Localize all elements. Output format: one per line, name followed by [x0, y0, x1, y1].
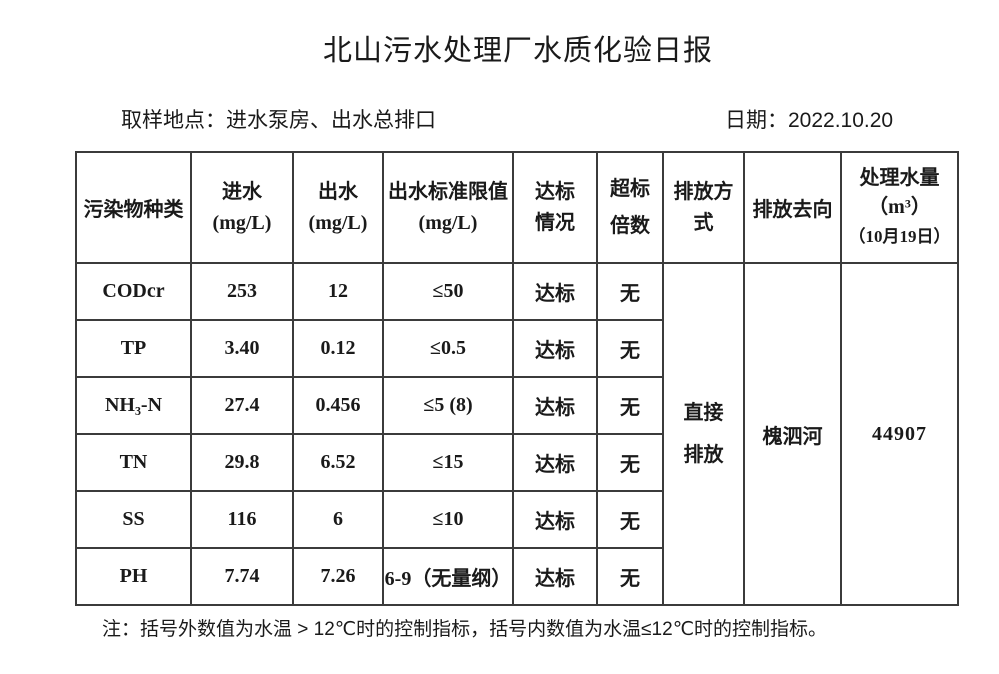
cell-exceed: 无 [596, 319, 664, 378]
col-header-inflow: 进水 (mg/L) [190, 151, 294, 264]
cell-discharge-method: 直接 排放 [662, 262, 745, 606]
cell-exceed: 无 [596, 262, 664, 321]
water-quality-table: 污染物种类 进水 (mg/L) 出水 (mg/L) 出水标准限值 (mg/L) … [75, 151, 959, 606]
cell-limit: 6-9（无量纲） [382, 547, 514, 606]
table-row: TP 3.40 0.12 ≤0.5 达标 无 [75, 319, 958, 378]
cell-compliance: 达标 [512, 319, 598, 378]
cell-exceed: 无 [596, 376, 664, 435]
col-header-discharge-method: 排放方 式 [662, 151, 745, 264]
cell-discharge-destination: 槐泗河 [743, 262, 842, 606]
cell-pollutant: CODcr [75, 262, 192, 321]
cell-compliance: 达标 [512, 433, 598, 492]
cell-pollutant: SS [75, 490, 192, 549]
report-title: 北山污水处理厂水质化验日报 [322, 35, 713, 67]
cell-pollutant: TN [75, 433, 192, 492]
cell-exceed: 无 [596, 490, 664, 549]
table-row: NH₃-N 27.4 0.456 ≤5 (8) 达标 无 [75, 376, 958, 435]
report-date-label: 日期：2022.10.20 [725, 109, 894, 132]
header-row: 污染物种类 进水 (mg/L) 出水 (mg/L) 出水标准限值 (mg/L) … [75, 151, 959, 264]
cell-inflow: 29.8 [190, 433, 294, 492]
cell-compliance: 达标 [512, 547, 598, 606]
cell-inflow: 27.4 [190, 376, 294, 435]
col-header-compliance: 达标 情况 [512, 151, 598, 264]
cell-limit: ≤10 [382, 490, 514, 549]
col-header-pollutant: 污染物种类 [75, 151, 192, 264]
cell-pollutant: TP [75, 319, 192, 378]
cell-exceed: 无 [596, 433, 664, 492]
cell-outflow: 7.26 [292, 547, 384, 606]
cell-compliance: 达标 [512, 490, 598, 549]
cell-inflow: 253 [190, 262, 294, 321]
footnote: 注：括号外数值为水温 > 12℃时的控制指标，括号内数值为水温≤12℃时的控制指… [102, 619, 828, 640]
col-header-discharge-destination: 排放去向 [743, 151, 842, 264]
cell-outflow: 12 [292, 262, 384, 321]
cell-limit: ≤50 [382, 262, 514, 321]
cell-pollutant: PH [75, 547, 192, 606]
meta-row: 取样地点：进水泵房、出水总排口 日期：2022.10.20 [75, 104, 957, 134]
cell-outflow: 0.456 [292, 376, 384, 435]
col-header-volume: 处理水量 （m³） （10月19日） [840, 151, 959, 264]
cell-outflow: 0.12 [292, 319, 384, 378]
col-header-limit: 出水标准限值 (mg/L) [382, 151, 514, 264]
table-row: SS 116 6 ≤10 达标 无 [75, 490, 958, 549]
cell-inflow: 116 [190, 490, 294, 549]
cell-compliance: 达标 [512, 376, 598, 435]
cell-limit: ≤0.5 [382, 319, 514, 378]
table-row: TN 29.8 6.52 ≤15 达标 无 [75, 433, 958, 492]
table-row: CODcr 253 12 ≤50 达标 无 直接 排放 槐泗河 44907 [75, 262, 959, 606]
col-header-exceed: 超标 倍数 [596, 151, 664, 264]
cell-pollutant: NH₃-N [75, 376, 192, 435]
sample-location-label: 取样地点：进水泵房、出水总排口 [121, 109, 436, 132]
cell-inflow: 7.74 [190, 547, 294, 606]
col-header-outflow: 出水 (mg/L) [292, 151, 384, 264]
cell-inflow: 3.40 [190, 319, 294, 378]
cell-outflow: 6.52 [292, 433, 384, 492]
cell-outflow: 6 [292, 490, 384, 549]
cell-limit: ≤5 (8) [382, 376, 514, 435]
cell-volume: 44907 [840, 262, 959, 606]
cell-exceed: 无 [596, 547, 664, 606]
cell-limit: ≤15 [382, 433, 514, 492]
table-row: PH 7.74 7.26 6-9（无量纲） 达标 无 [75, 547, 958, 606]
cell-compliance: 达标 [512, 262, 598, 321]
